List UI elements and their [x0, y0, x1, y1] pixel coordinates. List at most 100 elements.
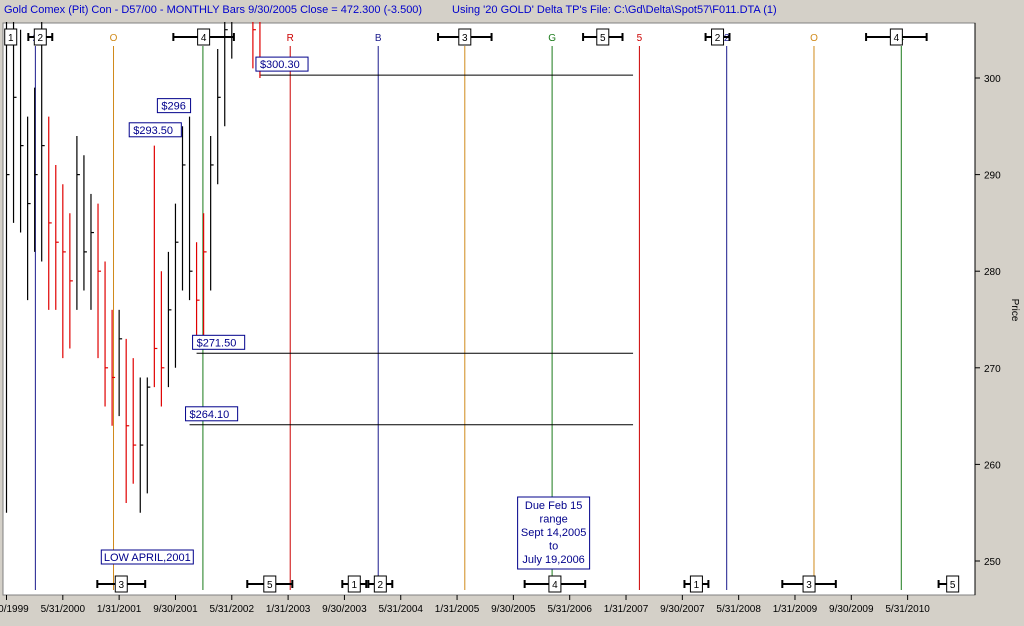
cycle-marker-number: 4 — [894, 33, 900, 44]
date-tick-label: 9/30/1999 — [0, 604, 29, 615]
file-info: File: C:\Gd\Delta\Spot57\F011.DTA (1) — [590, 4, 777, 16]
price-axis-title: Price — [1009, 299, 1020, 322]
price-tick-label: 300 — [984, 74, 1001, 85]
price-label-box — [128, 122, 182, 138]
cycle-marker: 3 — [437, 28, 493, 46]
cycle-marker-box — [596, 28, 610, 46]
cycle-marker-number: 1 — [694, 580, 700, 591]
date-tick-label: 9/30/2009 — [829, 604, 874, 615]
cycle-marker: 4 — [172, 28, 235, 46]
cycle-marker-box — [711, 28, 725, 46]
date-tick-label: 9/30/2001 — [153, 604, 198, 615]
cycle-marker-number: 2 — [378, 580, 384, 591]
template-info: Using '20 GOLD' Delta TP's — [452, 4, 588, 16]
cycle-line-label: B — [375, 33, 382, 44]
cycle-marker-number: 5 — [267, 580, 273, 591]
price-labels: $458.20$433$411.50$384.50$372$330.70$320… — [128, 56, 309, 422]
cycle-marker-box — [197, 28, 211, 46]
gold-monthly-chart: Price 2O4RB3G52O4 2502602702802903003103… — [0, 22, 1020, 615]
cycle-marker-box — [263, 575, 277, 593]
cycle-marker: 5 — [246, 575, 294, 593]
cycle-marker-box — [458, 28, 472, 46]
price-label: $293.50 — [133, 125, 173, 137]
due-annotation-line: range — [540, 514, 568, 526]
price-axis: 2502602702802903003103203303403503603703… — [975, 74, 1001, 568]
support-lines — [189, 74, 634, 426]
due-annotation-line: July 19,2006 — [522, 554, 584, 566]
cycle-marker-box — [114, 575, 128, 593]
date-tick-label: 1/31/2007 — [604, 604, 649, 615]
plot-area — [2, 22, 976, 596]
date-tick-label: 1/31/2001 — [97, 604, 142, 615]
cycle-marker-number: 5 — [600, 33, 606, 44]
date-tick-label: 9/30/2005 — [491, 604, 536, 615]
chart-title: Gold Comex (Pit) Con - D57/00 - MONTHLY … — [4, 4, 423, 16]
date-tick-label: 5/31/2008 — [716, 604, 761, 615]
cycle-marker: 2 — [27, 28, 54, 46]
date-tick-label: 5/31/2010 — [885, 604, 930, 615]
price-bars — [5, 22, 261, 513]
date-axis: 9/30/1999 5/31/2000 1/31/2001 9/30/2001 5/31… — [0, 595, 930, 615]
cycle-marker: 2 — [367, 575, 394, 593]
price-tick-label: 260 — [984, 460, 1001, 471]
date-tick-label: 1/31/2005 — [435, 604, 480, 615]
date-tick-label: 5/31/2006 — [547, 604, 592, 615]
cycle-marker-number: 3 — [462, 33, 468, 44]
cycle-marker-box — [33, 28, 47, 46]
cycle-marker: 1 — [341, 575, 368, 593]
date-tick-label: 1/31/2009 — [773, 604, 818, 615]
price-tick-label: 250 — [984, 557, 1001, 568]
cycle-marker-box — [689, 575, 703, 593]
price-label: $264.10 — [190, 409, 230, 421]
date-tick-label: 5/31/2004 — [378, 604, 423, 615]
date-tick-label: 5/31/2000 — [41, 604, 86, 615]
cycle-marker: 5 — [937, 575, 960, 593]
cycle-marker: 3 — [96, 575, 147, 593]
cycle-marker: 1 — [4, 28, 18, 46]
cycle-line-label: O — [110, 33, 118, 44]
cycle-marker-box — [889, 28, 903, 46]
price-tick-label: 290 — [984, 171, 1001, 182]
cycle-marker-box — [802, 575, 816, 593]
cycle-line-label: O — [810, 33, 818, 44]
low-annotation: LOW APRIL,2001 — [104, 552, 191, 564]
cycle-line-label: 2 — [724, 33, 730, 44]
price-label: $296 — [161, 101, 185, 113]
date-tick-label: 9/30/2007 — [660, 604, 705, 615]
cycle-marker: 1 — [683, 575, 710, 593]
price-label-box — [255, 56, 309, 72]
price-label-box — [156, 98, 192, 114]
price-tick-label: 270 — [984, 364, 1001, 375]
price-tick-label: 280 — [984, 267, 1001, 278]
cycle-marker-number: 2 — [715, 33, 721, 44]
price-label: $271.50 — [197, 337, 237, 349]
cycle-marker-box — [347, 575, 361, 593]
due-annotation-line: Sept 14,2005 — [521, 527, 586, 539]
cycle-marker: 4 — [523, 575, 587, 593]
cycle-marker-number: 2 — [38, 33, 44, 44]
chart-header: Gold Comex (Pit) Con - D57/00 - MONTHLY … — [0, 0, 1024, 22]
cycle-marker-number: 4 — [552, 580, 558, 591]
cycle-marker-box — [946, 575, 960, 593]
cycle-marker-number: 3 — [118, 580, 124, 591]
due-annotation-box — [517, 496, 591, 570]
cycle-marker-number: 5 — [950, 580, 956, 591]
cycle-line-label: 5 — [637, 33, 643, 44]
due-annotation-line: Due Feb 15 — [525, 500, 582, 512]
cycle-marker-box — [4, 28, 18, 46]
cycle-line-label: R — [287, 33, 294, 44]
date-tick-label: 1/31/2003 — [266, 604, 311, 615]
cycle-marker-box — [548, 575, 562, 593]
cycle-marker-number: 3 — [806, 580, 812, 591]
bottom-cycle-markers: 3 5 1 2 4 1 3 5 — [96, 575, 960, 593]
cycle-marker: 3 — [781, 575, 837, 593]
due-annotation-line: to — [549, 541, 558, 553]
low-annotation-box — [100, 549, 194, 565]
price-label-box — [185, 406, 239, 422]
date-tick-label: 5/31/2002 — [210, 604, 255, 615]
cycle-line-label: G — [548, 33, 556, 44]
price-label: $300.30 — [260, 59, 300, 71]
date-tick-label: 9/30/2003 — [322, 604, 367, 615]
cycle-marker-number: 4 — [201, 33, 207, 44]
